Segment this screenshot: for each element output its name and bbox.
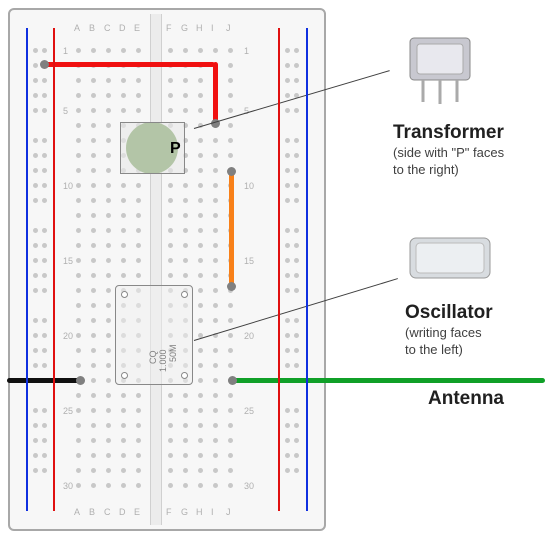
- row-label: 10: [63, 181, 73, 191]
- column-label: I: [211, 23, 214, 33]
- row-label: 10: [244, 181, 254, 191]
- transformer-photo: [395, 30, 490, 110]
- transformer-callout-subtitle: (side with "P" facesto the right): [393, 145, 504, 179]
- oscillator-pin: [181, 291, 188, 298]
- column-label: F: [166, 507, 172, 517]
- red-wire-end: [40, 60, 49, 69]
- green-wire-end: [228, 376, 237, 385]
- oscillator-callout-subtitle: (writing facesto the left): [405, 325, 482, 359]
- row-label: 15: [244, 256, 254, 266]
- column-label: J: [226, 507, 231, 517]
- oscillator-text: 50M: [168, 344, 178, 362]
- power-rail: [26, 28, 28, 511]
- red-wire: [42, 62, 215, 67]
- row-label: 1: [63, 46, 68, 56]
- power-rail: [53, 28, 55, 511]
- transformer-p-label: P: [170, 140, 181, 158]
- column-label: B: [89, 507, 95, 517]
- column-label: G: [181, 507, 188, 517]
- power-rail: [306, 28, 308, 511]
- column-label: F: [166, 23, 172, 33]
- column-label: J: [226, 23, 231, 33]
- row-label: 25: [244, 406, 254, 416]
- row-label: 30: [244, 481, 254, 491]
- oscillator-text: 1.000: [158, 349, 168, 372]
- row-label: 15: [63, 256, 73, 266]
- oscillator-callout-title: Oscillator: [405, 302, 493, 324]
- orange-wire-end: [227, 167, 236, 176]
- black-wire-end: [76, 376, 85, 385]
- oscillator-photo: [400, 230, 500, 290]
- row-label: 5: [63, 106, 68, 116]
- column-label: E: [134, 507, 140, 517]
- row-label: 1: [244, 46, 249, 56]
- column-label: C: [104, 23, 111, 33]
- center-channel: [150, 14, 162, 525]
- column-label: A: [74, 23, 80, 33]
- oscillator-text: CQ: [148, 351, 158, 365]
- column-label: H: [196, 507, 203, 517]
- row-label: 20: [63, 331, 73, 341]
- column-label: I: [211, 507, 214, 517]
- column-label: A: [74, 507, 80, 517]
- oscillator-pin: [121, 291, 128, 298]
- orange-wire-end: [227, 282, 236, 291]
- black-wire: [7, 378, 79, 383]
- column-label: C: [104, 507, 111, 517]
- power-rail: [278, 28, 280, 511]
- column-label: E: [134, 23, 140, 33]
- orange-wire: [229, 170, 234, 285]
- oscillator-pin: [121, 372, 128, 379]
- column-label: B: [89, 23, 95, 33]
- red-wire: [213, 62, 218, 122]
- row-label: 25: [63, 406, 73, 416]
- column-label: H: [196, 23, 203, 33]
- column-label: D: [119, 507, 126, 517]
- column-label: G: [181, 23, 188, 33]
- row-label: 20: [244, 331, 254, 341]
- antenna-callout-title: Antenna: [428, 388, 504, 410]
- row-label: 30: [63, 481, 73, 491]
- oscillator-outline: [115, 285, 193, 385]
- transformer-callout-title: Transformer: [393, 122, 504, 144]
- oscillator-pin: [181, 372, 188, 379]
- column-label: D: [119, 23, 126, 33]
